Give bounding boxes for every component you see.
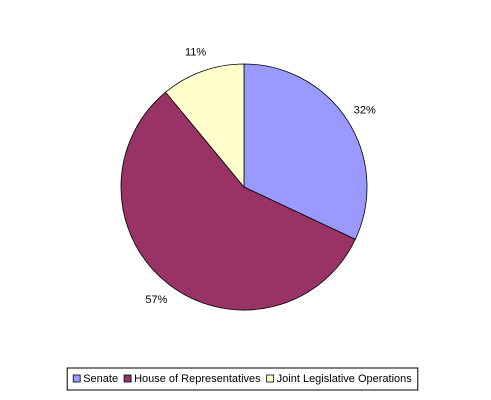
legend-label: Joint Legislative Operations — [277, 373, 413, 385]
legend-box — [66, 367, 419, 391]
pie-slice — [120, 91, 356, 311]
pie-slice — [243, 63, 368, 240]
legend-swatch — [123, 374, 132, 383]
legend-swatch — [266, 374, 275, 383]
legend-label: Senate — [83, 373, 118, 385]
data-label: 32% — [354, 104, 376, 116]
legend-swatch — [72, 374, 81, 383]
data-label: 11% — [185, 46, 206, 58]
data-label: 57% — [145, 294, 167, 306]
pie-slice — [165, 63, 245, 189]
legend-label: House of Representatives — [134, 373, 261, 385]
